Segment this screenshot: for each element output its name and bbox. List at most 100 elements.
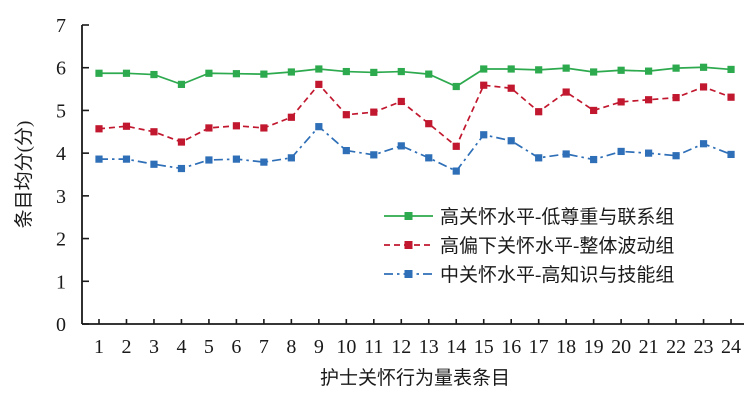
series-0-marker	[645, 67, 653, 75]
legend-marker-2	[404, 270, 413, 278]
x-tick-label: 9	[314, 336, 324, 358]
series-0-marker	[122, 69, 131, 77]
series-2-marker	[645, 149, 653, 157]
series-1-marker	[480, 81, 488, 89]
series-2-marker	[452, 167, 460, 175]
series-2-marker	[150, 160, 158, 168]
series-2-marker	[370, 151, 378, 159]
x-tick-label: 19	[584, 336, 604, 358]
series-line-0	[99, 66, 732, 88]
series-1-marker	[507, 84, 515, 92]
series-2-marker	[425, 154, 433, 162]
series-1-marker	[645, 96, 653, 104]
series-0-marker	[397, 67, 405, 76]
series-0-marker	[617, 66, 625, 74]
series-1-marker	[150, 128, 158, 136]
series-1-marker	[452, 142, 460, 150]
series-2-marker	[232, 155, 240, 163]
series-0-marker	[342, 67, 350, 76]
x-tick-label: 24	[721, 336, 741, 358]
series-0-marker	[507, 65, 515, 73]
x-tick-label: 8	[286, 336, 296, 358]
series-1-marker	[287, 113, 295, 121]
series-1-marker	[562, 88, 570, 96]
y-tick-label: 6	[56, 58, 66, 80]
y-tick-label: 4	[56, 143, 66, 165]
series-1-marker	[315, 80, 323, 88]
x-tick-label: 23	[694, 336, 714, 358]
y-tick-label: 1	[56, 271, 66, 293]
series-0-marker	[150, 70, 158, 79]
series-0-marker	[315, 65, 323, 73]
series-0-marker	[260, 70, 268, 78]
series-2-marker	[672, 152, 680, 160]
series-1-marker	[342, 111, 350, 119]
series-2-marker	[205, 156, 213, 164]
series-2-marker	[590, 155, 598, 164]
series-1-marker	[617, 98, 625, 106]
series-0-marker	[562, 64, 570, 72]
x-tick-label: 7	[259, 336, 269, 358]
series-1-marker	[177, 138, 186, 146]
series-1-marker	[260, 124, 268, 132]
series-0-marker	[672, 64, 680, 72]
legend-label-2: 中关怀水平-高知识与技能组	[440, 264, 674, 286]
series-2-marker	[727, 150, 735, 159]
x-tick-label: 5	[204, 336, 214, 358]
series-1-marker	[535, 108, 543, 116]
legend-marker-0	[404, 212, 413, 220]
series-1-marker	[727, 93, 735, 101]
y-tick-label: 3	[56, 186, 66, 208]
series-0-marker	[590, 68, 598, 76]
series-0-marker	[95, 69, 103, 77]
series-2-marker	[95, 155, 103, 163]
series-2-marker	[287, 154, 295, 162]
series-2-marker	[562, 150, 570, 158]
y-tick-label: 0	[56, 314, 66, 336]
y-tick-label: 5	[56, 100, 66, 122]
x-tick-label: 21	[639, 336, 659, 358]
x-tick-label: 3	[149, 336, 159, 358]
x-tick-label: 11	[364, 336, 383, 358]
series-1-marker	[672, 94, 680, 102]
series-2-marker	[177, 164, 186, 173]
series-1-marker	[397, 97, 405, 106]
x-tick-label: 6	[231, 336, 241, 358]
series-2-marker	[122, 155, 131, 163]
series-2-marker	[507, 137, 515, 145]
x-tick-label: 17	[529, 336, 549, 358]
series-1-marker	[95, 125, 103, 133]
series-2-marker	[535, 154, 543, 162]
series-2-marker	[397, 142, 405, 150]
series-line-2	[99, 125, 732, 173]
series-0-marker	[370, 68, 378, 77]
series-0-marker	[232, 70, 240, 78]
x-tick-label: 2	[121, 336, 131, 358]
legend-marker-1	[404, 241, 413, 249]
y-tick-label: 7	[56, 15, 66, 37]
series-2-marker	[315, 123, 323, 131]
series-1-marker	[425, 120, 433, 128]
series-0-marker	[452, 82, 460, 91]
legend-label-0: 高关怀水平-低尊重与联系组	[440, 206, 674, 228]
series-0-marker	[205, 69, 213, 77]
series-0-marker	[287, 68, 295, 76]
series-line-1	[98, 83, 732, 148]
series-1-marker	[205, 124, 213, 132]
series-1-marker	[699, 83, 708, 91]
series-2-marker	[699, 140, 708, 148]
x-tick-label: 1	[94, 336, 104, 358]
series-0-marker	[177, 80, 186, 88]
x-tick-label: 14	[446, 336, 466, 358]
y-tick-label: 2	[56, 229, 66, 251]
legend-label-1: 高偏下关怀水平-整体波动组	[440, 235, 674, 257]
x-tick-label: 18	[556, 336, 576, 358]
series-0-marker	[727, 65, 735, 74]
x-tick-label: 20	[611, 336, 631, 358]
x-tick-label: 22	[666, 336, 686, 358]
x-tick-label: 10	[336, 336, 356, 358]
x-tick-label: 16	[501, 336, 521, 358]
series-1-marker	[590, 106, 598, 115]
series-2-marker	[617, 147, 625, 156]
